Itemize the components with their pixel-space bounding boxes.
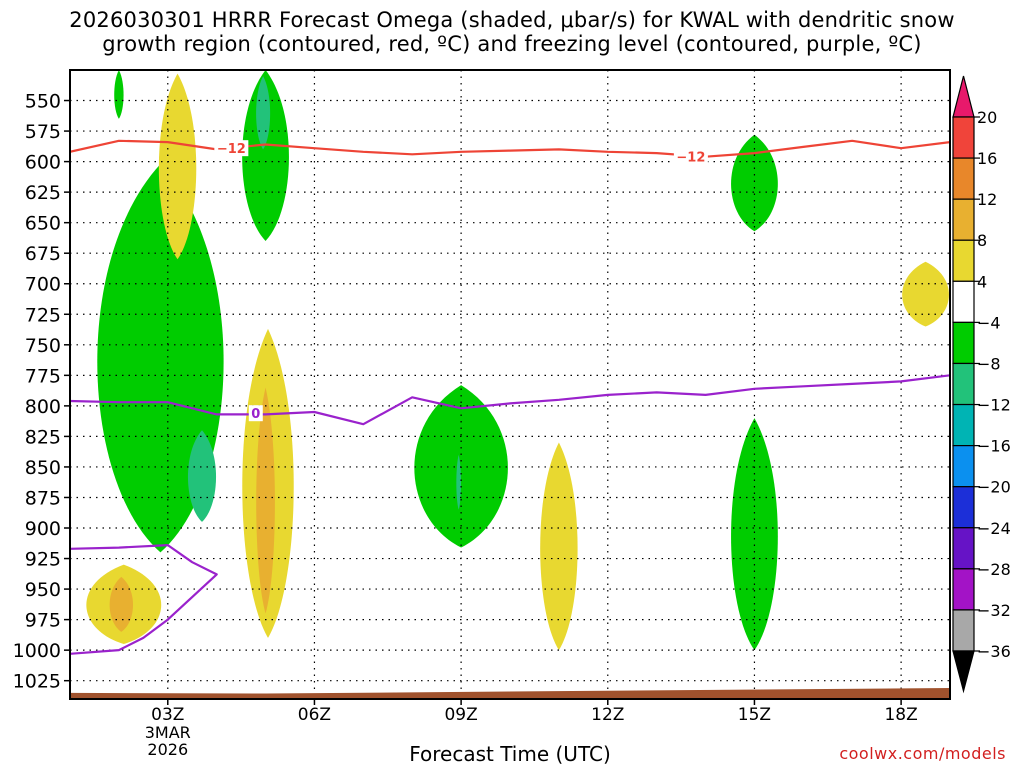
y-tick-label: 925 <box>25 549 61 571</box>
contour-label-minus12-a-bg <box>214 140 249 157</box>
y-tick-label: 650 <box>25 213 61 235</box>
plot-frame <box>69 69 951 700</box>
source-credit: coolwx.com/models <box>839 744 1006 763</box>
colorbar-segment <box>952 445 975 488</box>
omega-region-12 <box>109 576 134 632</box>
y-tick-label: 775 <box>25 365 61 387</box>
colorbar-cap-top <box>952 75 975 118</box>
colorbar-label: −4 <box>977 313 1001 332</box>
colorbar-label: 16 <box>977 149 997 168</box>
colorbar-label: −12 <box>977 396 1011 415</box>
colorbar-segment <box>952 568 975 611</box>
colorbar-label: 4 <box>977 272 987 291</box>
y-tick-label: 850 <box>25 457 61 479</box>
y-tick-label: 875 <box>25 487 61 509</box>
colorbar-segment <box>952 362 975 406</box>
terrain-surface <box>70 688 950 699</box>
omega-region-0 <box>114 70 124 119</box>
chart-title-line-1: 2026030301 HRRR Forecast Omega (shaded, … <box>69 8 955 32</box>
y-tick-label: 975 <box>25 610 61 632</box>
x-tick-label: 15Z <box>738 705 771 725</box>
colorbar-label: 8 <box>977 231 987 250</box>
omega-region-8 <box>731 418 778 651</box>
colorbar-segment <box>952 198 975 241</box>
y-tick-label: 1000 <box>13 640 61 662</box>
contour-line-2 <box>70 544 218 655</box>
omega-region-15 <box>902 261 949 327</box>
colorbar-label: −20 <box>977 478 1011 497</box>
y-tick-label: 950 <box>25 579 61 601</box>
y-tick-label: 725 <box>25 304 61 326</box>
x-tick-label: 03Z <box>151 705 184 725</box>
y-tick-label: 750 <box>25 335 61 357</box>
colorbar: 20 16 12 8 4 −4 −8 −12 −16 −20 −24 −28 −32 −36 <box>952 75 1011 694</box>
contour-label-zero: 0 <box>251 407 260 422</box>
colorbar-segment <box>952 239 975 282</box>
terrain <box>70 688 950 699</box>
colorbar-segment <box>952 116 975 159</box>
y-tick-label: 1025 <box>13 671 61 693</box>
y-tick-label: 600 <box>25 152 61 174</box>
y-tick-label: 825 <box>25 426 61 448</box>
omega-region-1 <box>242 70 289 241</box>
contour-label-minus12-b-bg <box>673 148 708 165</box>
colorbar-segment <box>952 280 975 323</box>
omega-region-5 <box>414 385 508 548</box>
colorbar-label: 20 <box>977 108 997 127</box>
y-axis: 550 575 600 625 650 675 700 725 750 775 800 825 850 8… <box>13 91 70 693</box>
colorbar-cap-bottom <box>952 650 975 694</box>
colorbar-segment <box>952 321 975 365</box>
contour-label-minus12-a: −12 <box>217 142 246 157</box>
colorbar-label: −24 <box>977 519 1011 538</box>
x-tick-label: 09Z <box>444 705 477 725</box>
contour-label-zero-bg <box>248 405 263 422</box>
colorbar-segment <box>952 527 975 570</box>
contour-line-1 <box>70 374 950 426</box>
colorbar-label: −8 <box>977 354 1001 373</box>
y-tick-label: 900 <box>25 518 61 540</box>
colorbar-segment <box>952 609 975 652</box>
x-axis-title: Forecast Time (UTC) <box>409 742 611 766</box>
colorbar-segment <box>952 157 975 200</box>
y-tick-label: 700 <box>25 274 61 296</box>
x-tick-label: 18Z <box>884 705 917 725</box>
contour-label-minus12-b: −12 <box>676 151 705 166</box>
contours: −12 −12 0 <box>70 139 950 655</box>
omega-region-13 <box>158 73 197 260</box>
omega-region-4 <box>187 430 217 522</box>
y-tick-label: 575 <box>25 121 61 143</box>
contour-line-0 <box>70 139 950 158</box>
omega-region-7 <box>731 134 778 232</box>
omega-region-6 <box>456 454 462 510</box>
colorbar-label: −16 <box>977 437 1011 456</box>
colorbar-label: −28 <box>977 560 1011 579</box>
x-tick-label: 12Z <box>591 705 624 725</box>
x-tick-label: 06Z <box>298 705 331 725</box>
colorbar-segment <box>952 403 975 447</box>
y-tick-label: 675 <box>25 243 61 265</box>
colorbar-label: −32 <box>977 601 1011 620</box>
omega-region-10 <box>256 387 275 614</box>
colorbar-segment <box>952 486 975 529</box>
y-tick-label: 550 <box>25 91 61 113</box>
x-date-label: 2026 <box>147 740 188 759</box>
y-tick-label: 800 <box>25 396 61 418</box>
colorbar-label: −36 <box>977 642 1011 661</box>
omega-shading <box>86 70 949 651</box>
y-tick-label: 625 <box>25 182 61 204</box>
grid <box>70 70 950 699</box>
colorbar-label: 12 <box>977 190 997 209</box>
x-date-label: 3MAR <box>145 723 191 742</box>
omega-region-14 <box>540 442 578 651</box>
chart-title-line-2: growth region (contoured, red, ºC) and f… <box>102 32 922 56</box>
